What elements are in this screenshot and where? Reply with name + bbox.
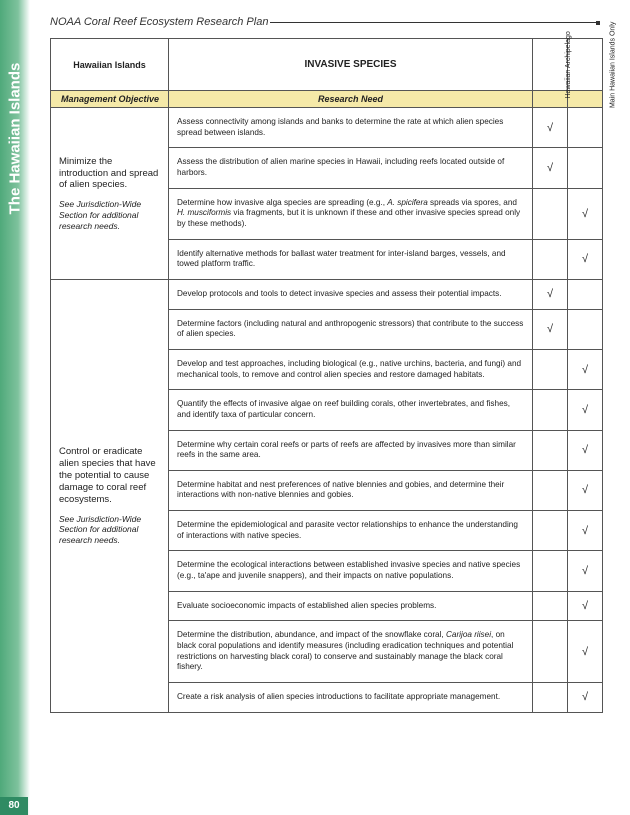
check-archipelago (533, 390, 568, 430)
research-need: Assess connectivity among islands and ba… (169, 108, 533, 148)
side-tab: The Hawaiian Islands (0, 0, 30, 815)
check-archipelago: √ (533, 148, 568, 188)
research-table: Hawaiian Islands INVASIVE SPECIES Hawaii… (50, 38, 603, 713)
check-main-islands: √ (568, 390, 603, 430)
research-need: Assess the distribution of alien marine … (169, 148, 533, 188)
research-need: Determine how invasive alga species are … (169, 188, 533, 239)
check-main-islands: √ (568, 188, 603, 239)
subhead-objective: Management Objective (51, 91, 169, 108)
check-main-islands: √ (568, 470, 603, 510)
check-archipelago (533, 430, 568, 470)
research-need: Evaluate socioeconomic impacts of establ… (169, 591, 533, 621)
check-archipelago (533, 511, 568, 551)
check-main-islands: √ (568, 621, 603, 683)
check-main-islands (568, 108, 603, 148)
col-main-islands: Main Hawaiian Islands Only (568, 39, 603, 91)
check-archipelago (533, 551, 568, 591)
research-need: Determine the epidemiological and parasi… (169, 511, 533, 551)
check-main-islands (568, 148, 603, 188)
check-archipelago (533, 470, 568, 510)
check-archipelago: √ (533, 108, 568, 148)
check-archipelago (533, 188, 568, 239)
content-area: Hawaiian Islands INVASIVE SPECIES Hawaii… (50, 38, 602, 713)
header-rule (270, 22, 600, 23)
check-main-islands: √ (568, 511, 603, 551)
subhead-need: Research Need (169, 91, 533, 108)
research-need: Determine the distribution, abundance, a… (169, 621, 533, 683)
check-main-islands: √ (568, 349, 603, 389)
research-need: Identify alternative methods for ballast… (169, 239, 533, 279)
check-main-islands: √ (568, 551, 603, 591)
side-tab-label: The Hawaiian Islands (7, 54, 24, 224)
check-archipelago (533, 349, 568, 389)
check-archipelago (533, 591, 568, 621)
col-topic: INVASIVE SPECIES (169, 39, 533, 91)
check-archipelago: √ (533, 309, 568, 349)
check-archipelago (533, 239, 568, 279)
check-archipelago (533, 683, 568, 713)
research-need: Develop and test approaches, including b… (169, 349, 533, 389)
management-objective: Control or eradicate alien species that … (51, 279, 169, 712)
table-row: Control or eradicate alien species that … (51, 279, 603, 309)
page-number: 80 (0, 797, 28, 815)
check-main-islands (568, 309, 603, 349)
subhead-blank (568, 91, 603, 108)
research-need: Determine the ecological interactions be… (169, 551, 533, 591)
research-need: Develop protocols and tools to detect in… (169, 279, 533, 309)
management-objective: Minimize the introduction and spread of … (51, 108, 169, 280)
subhead-blank (533, 91, 568, 108)
check-main-islands: √ (568, 591, 603, 621)
research-need: Determine factors (including natural and… (169, 309, 533, 349)
research-need: Determine why certain coral reefs or par… (169, 430, 533, 470)
check-archipelago: √ (533, 279, 568, 309)
research-need: Quantify the effects of invasive algae o… (169, 390, 533, 430)
check-main-islands: √ (568, 683, 603, 713)
research-need: Determine habitat and nest preferences o… (169, 470, 533, 510)
check-archipelago (533, 621, 568, 683)
check-main-islands: √ (568, 430, 603, 470)
table-row: Minimize the introduction and spread of … (51, 108, 603, 148)
research-need: Create a risk analysis of alien species … (169, 683, 533, 713)
col-archipelago: Hawaiian Archipelago (533, 39, 568, 91)
header-title: NOAA Coral Reef Ecosystem Research Plan (50, 16, 268, 28)
check-main-islands (568, 279, 603, 309)
col-region: Hawaiian Islands (51, 39, 169, 91)
check-main-islands: √ (568, 239, 603, 279)
